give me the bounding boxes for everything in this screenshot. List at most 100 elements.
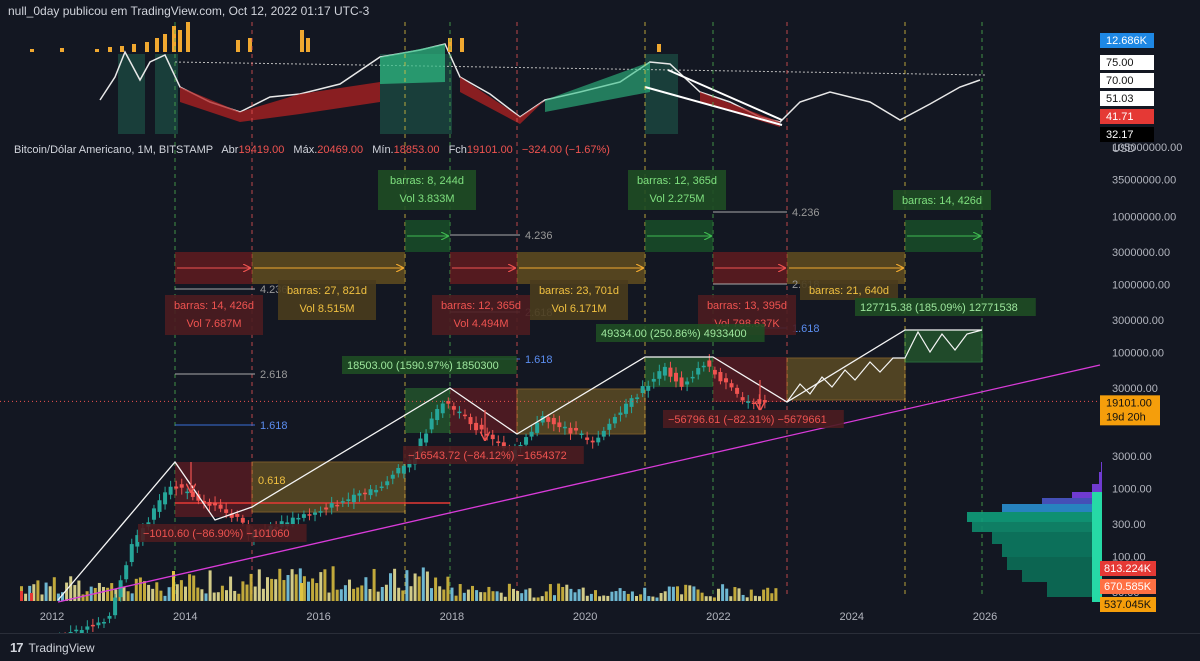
cycle-projection-path	[57, 329, 982, 601]
measurement-label: 127715.38 (185.09%) 12771538	[860, 302, 1018, 314]
candle-body	[690, 376, 695, 379]
cycle-label-bars: barras: 21, 640d	[809, 285, 889, 297]
measurement-label: −1010.60 (−86.90%) −101060	[143, 528, 290, 540]
cycle-label-vol: Vol 8.515M	[299, 303, 354, 315]
price-tick: 3000.00	[1112, 451, 1152, 463]
cycle-label-vol: Vol 7.687M	[186, 318, 241, 330]
volume-bar	[167, 587, 171, 601]
volume-scale-value: 537.045K	[1104, 599, 1152, 611]
volume-bar	[557, 583, 561, 601]
volume-bar	[450, 587, 454, 601]
price-tick: 100000.00	[1112, 347, 1164, 359]
candle-body	[601, 430, 606, 437]
volume-bar	[257, 569, 261, 601]
volume-bar	[413, 573, 417, 601]
candle-body	[346, 499, 351, 501]
volume-bar	[717, 588, 720, 601]
osc-scale-value: 12.686K	[1106, 35, 1148, 47]
candle-body	[324, 507, 329, 510]
candle-body	[635, 397, 640, 399]
volume-bar	[69, 576, 73, 601]
volume-bar	[143, 581, 146, 601]
volume-bars	[20, 566, 778, 601]
profile-bar	[1002, 504, 1102, 512]
osc-volume-spike	[108, 47, 112, 52]
volume-bar	[540, 596, 544, 601]
candle-body	[429, 418, 434, 430]
fib-label: 1.618	[792, 323, 820, 335]
volume-bar	[126, 591, 130, 601]
volume-bar	[598, 596, 602, 601]
chart-svg[interactable]: 1.6182.6184.2361.6184.2362.6181.6184.236…	[0, 22, 1200, 633]
volume-bar	[667, 586, 671, 601]
candle-body	[574, 427, 579, 431]
volume-bar	[110, 583, 114, 601]
candle-body	[340, 501, 345, 503]
candle-body	[607, 423, 612, 430]
osc-scale-value: 51.03	[1106, 93, 1134, 105]
profile-bar	[1042, 498, 1102, 504]
measurement-box	[855, 298, 1036, 316]
volume-scale-badge	[1100, 597, 1156, 612]
measurement-box	[663, 410, 844, 428]
profile-bar	[972, 522, 1102, 532]
candle-body	[746, 401, 751, 403]
candle-body	[357, 493, 362, 496]
volume-bar	[626, 593, 630, 601]
volume-profile	[967, 462, 1102, 602]
cycle-label-bars: barras: 13, 395d	[707, 300, 787, 312]
candle-body	[496, 441, 501, 444]
candle-body	[535, 422, 540, 433]
measurement-box	[596, 324, 765, 342]
volume-bar	[462, 592, 466, 601]
osc-fill-bear	[180, 82, 380, 122]
candle-body	[235, 514, 240, 517]
volume-bar	[172, 571, 175, 601]
volume-bar	[471, 585, 474, 601]
candle-body	[68, 632, 73, 633]
candle-body	[157, 500, 162, 512]
volume-bar	[758, 596, 761, 601]
candle-body	[479, 424, 484, 430]
cycle-label-bars: barras: 23, 701d	[539, 285, 619, 297]
trend-lines	[57, 329, 1101, 603]
profile-bar	[1101, 462, 1102, 472]
volume-bar	[216, 592, 220, 601]
volume-bar	[200, 589, 204, 601]
time-axis[interactable]: 2012 2014 2016 2018 2020 2022 2024 2026	[40, 611, 997, 623]
price-tick: 1000000.00	[1112, 279, 1170, 291]
chart-area[interactable]: 1.6182.6184.2361.6184.2362.6181.6184.236…	[0, 22, 1200, 633]
tradingview-logo-icon[interactable]: 17	[10, 640, 24, 655]
volume-bar	[368, 589, 372, 601]
candle-body	[301, 514, 306, 518]
volume-bar	[237, 593, 241, 601]
cycle-label-bars: barras: 12, 365d	[637, 175, 717, 187]
candle-body	[751, 402, 756, 405]
candle-body	[529, 431, 534, 437]
volume-bar	[335, 589, 339, 601]
volume-bar	[65, 582, 69, 601]
volume-bar	[155, 582, 159, 601]
price-tick: 3000000.00	[1112, 247, 1170, 259]
candle-body	[313, 512, 318, 515]
osc-zone	[118, 54, 145, 134]
candle-body	[213, 502, 218, 506]
volume-bar	[401, 590, 405, 601]
candle-body	[462, 414, 467, 417]
volume-bar	[106, 587, 110, 601]
osc-scale-value: 32.17	[1106, 129, 1134, 141]
cycle-label-box	[278, 280, 376, 320]
legend-symbol: Bitcoin/Dólar Americano, 1M, BITSTAMP	[14, 144, 213, 156]
candle-body	[668, 367, 673, 377]
candle-body	[596, 437, 601, 443]
volume-bar	[639, 594, 643, 601]
candle-body	[568, 427, 573, 434]
volume-scale-value: 670.585K	[1104, 581, 1152, 593]
volume-bar	[721, 584, 725, 601]
volume-bar	[491, 591, 495, 601]
candle-body	[579, 433, 584, 435]
volume-bar	[659, 593, 663, 601]
last-price-countdown: 19d 20h	[1106, 411, 1146, 423]
volume-bar	[323, 569, 327, 601]
